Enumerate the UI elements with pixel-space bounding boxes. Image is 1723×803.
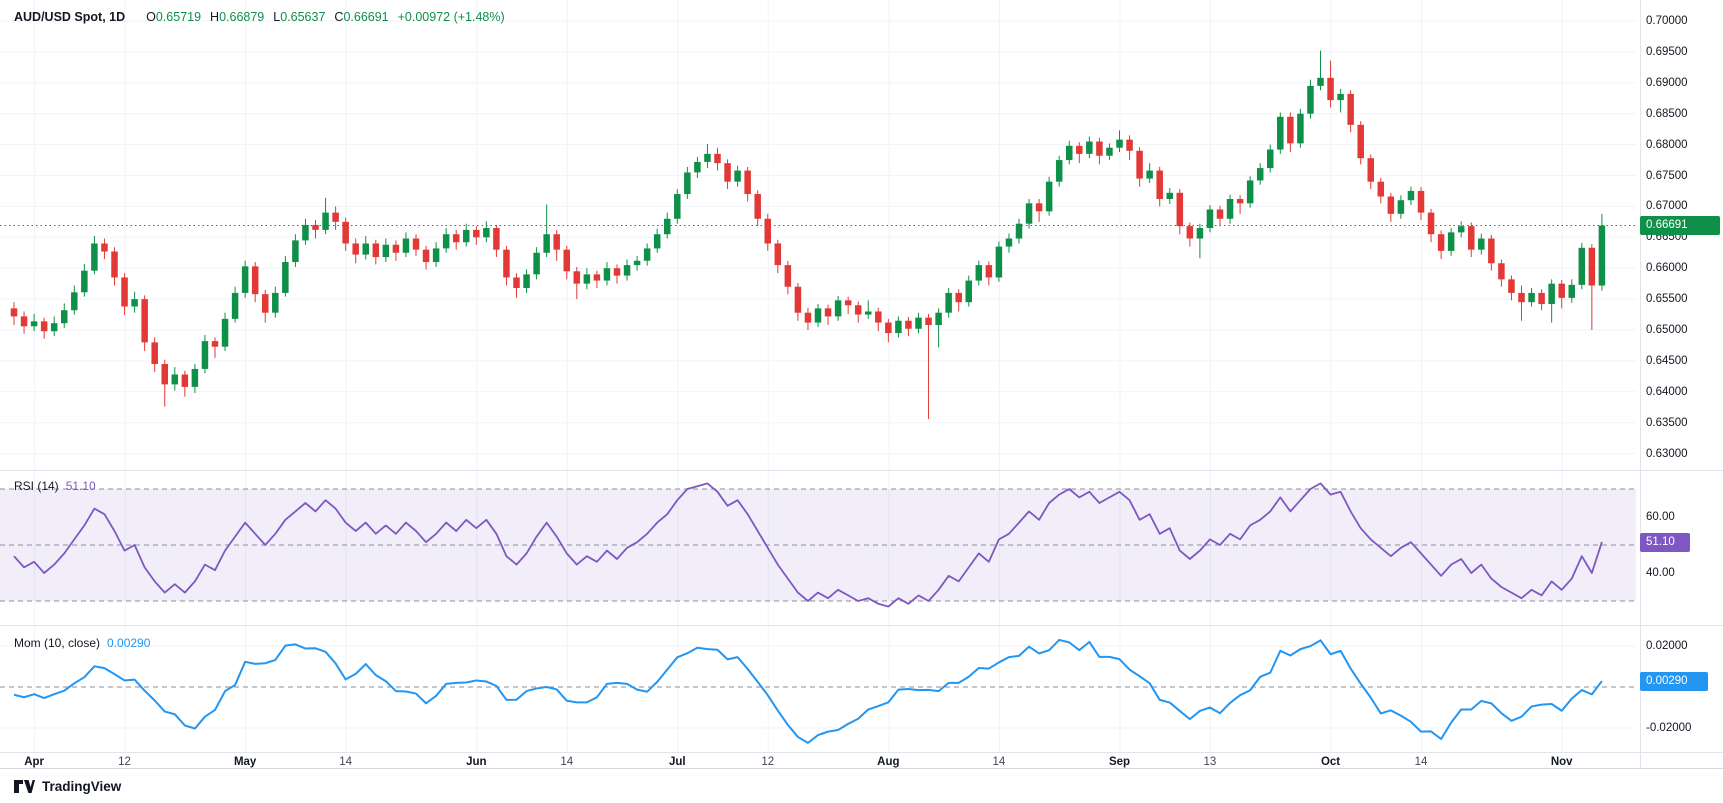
tradingview-mark-icon: [14, 780, 35, 793]
close-label: C: [334, 10, 344, 24]
change-value: +0.00972 (+1.48%): [397, 10, 505, 24]
low-label: L: [273, 10, 281, 24]
open-value: 0.65719: [155, 10, 202, 24]
symbol-title[interactable]: AUD/USD Spot, 1D: [14, 10, 126, 24]
mom-label[interactable]: Mom (10, close): [14, 636, 101, 650]
symbol-legend: AUD/USD Spot, 1D O0.65719 H0.66879 L0.65637…: [14, 10, 505, 24]
mom-value-badge: 0.00290: [1640, 672, 1708, 691]
footer-bar: TradingView: [0, 768, 1723, 803]
high-value: 0.66879: [219, 10, 265, 24]
high-label: H: [210, 10, 220, 24]
low-value: 0.65637: [280, 10, 326, 24]
rsi-legend: RSI (14) 51.10: [14, 479, 96, 493]
last-price-badge: 0.66691: [1640, 216, 1720, 235]
mom-legend: Mom (10, close) 0.00290: [14, 636, 150, 650]
tradingview-logo[interactable]: TradingView: [14, 779, 121, 794]
rsi-value: 51.10: [65, 479, 96, 493]
brand-name: TradingView: [42, 779, 122, 794]
rsi-label[interactable]: RSI (14): [14, 479, 59, 493]
open-label: O: [146, 10, 156, 24]
close-value: 0.66691: [343, 10, 389, 24]
mom-value: 0.00290: [107, 636, 151, 650]
rsi-value-badge: 51.10: [1640, 533, 1690, 552]
